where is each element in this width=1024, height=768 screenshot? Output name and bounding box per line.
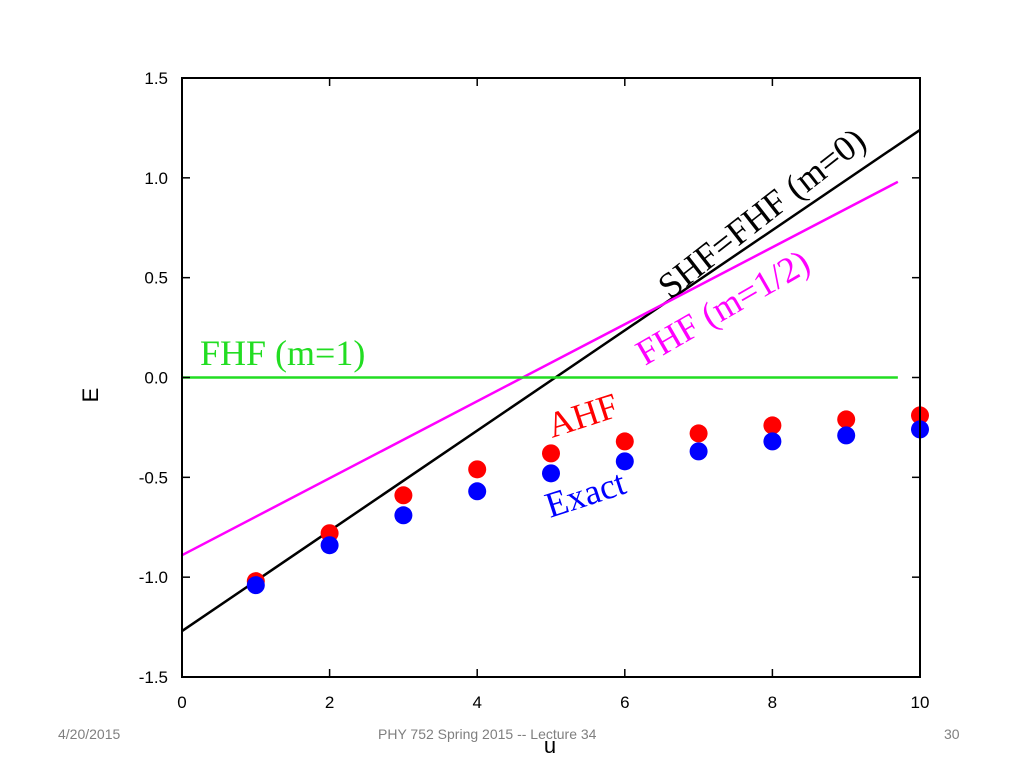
y-tick-label-5: 1.0: [144, 169, 168, 188]
series-lines: [181, 128, 921, 633]
footer-date: 4/20/2015: [58, 726, 121, 742]
point-exact-6: [689, 442, 708, 461]
point-ahf-6: [689, 424, 708, 443]
axis-tick-labels: 0 2 4 6 8 10 -1.5 -1.0 -0.5 0.0 0.5 1.0 1.5: [139, 69, 930, 712]
y-tick-label-6: 1.5: [144, 69, 168, 88]
series-line-0: [181, 128, 921, 633]
x-tick-label-1: 2: [325, 693, 334, 712]
x-tick-label-2: 4: [472, 693, 481, 712]
footer-title: PHY 752 Spring 2015 -- Lecture 34: [378, 726, 597, 742]
y-tick-label-0: -1.5: [139, 668, 168, 687]
annotation-fhf-m1: FHF (m=1): [200, 333, 365, 373]
y-tick-label-2: -0.5: [139, 468, 168, 487]
axis-ticks: [181, 77, 921, 678]
point-ahf-3: [468, 460, 487, 479]
footer-page-number: 30: [944, 726, 960, 742]
point-ahf-4: [542, 444, 560, 463]
point-exact-5: [615, 452, 634, 471]
point-exact-1: [320, 536, 339, 555]
point-ahf-2: [394, 486, 413, 505]
annotation-ahf: AHF: [542, 385, 623, 445]
point-exact-4: [542, 464, 560, 483]
point-exact-3: [468, 482, 487, 501]
y-tick-label-3: 0.0: [144, 369, 168, 388]
x-axis-label: u: [544, 733, 556, 758]
point-ahf-5: [615, 432, 634, 451]
point-exact-2: [394, 506, 413, 525]
point-ahf-8: [837, 410, 856, 429]
x-tick-label-5: 10: [911, 693, 930, 712]
point-exact-8: [837, 426, 856, 445]
point-ahf-7: [763, 416, 782, 435]
y-tick-label-1: -1.0: [139, 568, 168, 587]
point-exact-0: [246, 576, 265, 595]
point-exact-7: [763, 432, 782, 451]
x-tick-label-3: 6: [620, 693, 629, 712]
x-tick-label-0: 0: [177, 693, 186, 712]
series-line-1: [181, 180, 899, 557]
series-points: [246, 406, 929, 595]
y-tick-label-4: 0.5: [144, 269, 168, 288]
y-axis-label: E: [78, 388, 103, 403]
x-tick-label-4: 8: [768, 693, 777, 712]
